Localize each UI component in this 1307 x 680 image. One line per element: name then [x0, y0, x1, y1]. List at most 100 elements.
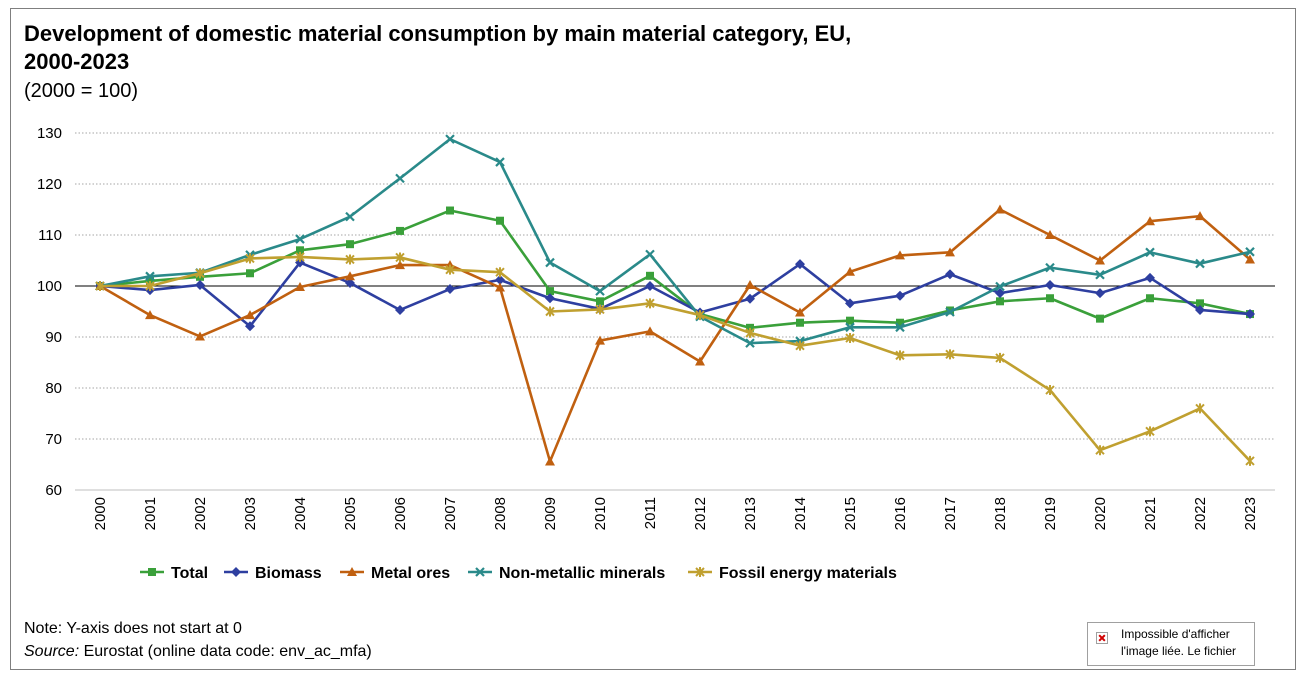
- broken-image-icon: [1096, 632, 1108, 644]
- point-biomass-2007: [445, 284, 455, 295]
- point-non-metallic-minerals-2001: [145, 271, 155, 282]
- point-fossil-energy-materials-2009: [545, 306, 555, 317]
- chart-title-line-1: Development of domestic material consump…: [24, 21, 852, 46]
- point-total-2010: [596, 297, 604, 306]
- series-line-total: [99, 209, 1251, 330]
- x-tick-label: 2014: [792, 497, 809, 530]
- point-biomass-2006: [395, 304, 405, 315]
- source-label: Source:: [24, 643, 80, 660]
- point-metal-ores-2022: [1195, 211, 1205, 221]
- point-biomass-2002: [195, 279, 205, 290]
- point-non-metallic-minerals-2009: [545, 257, 555, 268]
- point-metal-ores-2019: [1045, 230, 1055, 239]
- point-biomass-2023: [1245, 309, 1255, 320]
- y-tick-label: 60: [45, 482, 62, 499]
- series-line-biomass: [99, 261, 1251, 328]
- point-fossil-energy-materials-2003: [245, 253, 255, 264]
- series-total: [96, 206, 1254, 332]
- point-metal-ores-2017: [945, 247, 955, 257]
- point-total-2019: [1046, 294, 1054, 303]
- chart-note: Note: Y-axis does not start at 0: [24, 620, 242, 637]
- point-fossil-energy-materials-2002: [195, 268, 205, 279]
- x-tick-label: 2002: [192, 497, 209, 530]
- point-biomass-2011: [645, 281, 655, 291]
- legend-marker-metal-ores: [347, 567, 357, 576]
- x-tick-label: 2019: [1042, 497, 1059, 530]
- series-metal-ores: [95, 204, 1255, 466]
- legend-item-total: Total: [140, 565, 208, 582]
- point-fossil-energy-materials-2023: [1245, 455, 1255, 466]
- legend-label-non-metallic-minerals: Non-metallic minerals: [499, 565, 665, 582]
- point-non-metallic-minerals-2020: [1095, 270, 1105, 280]
- point-non-metallic-minerals-2005: [345, 211, 355, 222]
- point-metal-ores-2008: [495, 282, 505, 292]
- x-tick-label: 2012: [692, 497, 709, 530]
- point-fossil-energy-materials-2022: [1195, 403, 1205, 414]
- point-total-2020: [1096, 314, 1104, 323]
- point-total-2001: [146, 276, 154, 285]
- point-metal-ores-2015: [845, 266, 855, 276]
- x-tick-label: 2005: [342, 497, 359, 530]
- point-fossil-energy-materials-2016: [895, 350, 905, 361]
- legend-label-fossil-energy-materials: Fossil energy materials: [719, 565, 897, 582]
- chart-frame: [10, 8, 1296, 670]
- point-total-2003: [246, 269, 254, 278]
- legend-marker-fossil-energy-materials: [695, 567, 705, 577]
- point-metal-ores-2023: [1245, 254, 1255, 264]
- point-non-metallic-minerals-2023: [1245, 247, 1255, 257]
- point-metal-ores-2003: [245, 310, 255, 320]
- point-biomass-2022: [1195, 304, 1205, 315]
- point-non-metallic-minerals-2010: [595, 286, 605, 296]
- chart-title-line-2: 2000-2023: [24, 49, 130, 74]
- point-total-2014: [796, 318, 804, 327]
- point-non-metallic-minerals-2013: [745, 338, 755, 348]
- x-tick-label: 2017: [942, 497, 959, 530]
- point-fossil-energy-materials-2005: [345, 254, 355, 265]
- point-metal-ores-2002: [195, 331, 205, 341]
- point-metal-ores-2004: [295, 282, 305, 292]
- x-tick-label: 2001: [142, 497, 159, 530]
- point-biomass-2005: [345, 277, 355, 288]
- point-fossil-energy-materials-2017: [945, 349, 955, 360]
- point-non-metallic-minerals-2018: [995, 281, 1005, 292]
- point-fossil-energy-materials-2008: [495, 267, 505, 278]
- x-tick-label: 2016: [892, 497, 909, 530]
- point-total-2007: [446, 206, 454, 215]
- x-tick-label: 2004: [292, 497, 309, 530]
- x-tick-label: 2011: [642, 497, 659, 529]
- series-line-fossil-energy-materials: [100, 255, 1251, 462]
- x-tick-label: 2008: [492, 497, 509, 530]
- point-metal-ores-2009: [545, 456, 555, 466]
- legend-item-non-metallic-minerals: Non-metallic minerals: [468, 565, 665, 582]
- chart-subtitle: (2000 = 100): [24, 80, 138, 102]
- point-metal-ores-2013: [745, 279, 755, 289]
- point-total-2015: [846, 316, 854, 325]
- point-non-metallic-minerals-2016: [895, 322, 905, 333]
- point-non-metallic-minerals-2017: [945, 307, 955, 317]
- point-biomass-2015: [845, 298, 855, 309]
- y-tick-label: 100: [37, 278, 62, 295]
- legend-label-metal-ores: Metal ores: [371, 565, 450, 582]
- point-metal-ores-2014: [795, 307, 805, 317]
- y-axis-tick-labels: 60 70 80 90 100 110 120 130: [37, 125, 62, 499]
- chart-source: Source: Eurostat (online data code: env_…: [24, 643, 372, 661]
- x-tick-label: 2023: [1242, 497, 1259, 530]
- point-biomass-2021: [1145, 272, 1155, 283]
- x-tick-label: 2010: [592, 497, 609, 530]
- point-fossil-energy-materials-2021: [1145, 426, 1155, 437]
- legend-item-biomass: Biomass: [224, 565, 322, 582]
- y-tick-label: 90: [45, 329, 62, 346]
- point-total-2004: [296, 246, 304, 255]
- point-metal-ores-2016: [895, 250, 905, 260]
- legend: Total Biomass Metal ores Non-metallic miner…: [140, 565, 897, 582]
- legend-label-total: Total: [171, 565, 208, 582]
- point-fossil-energy-materials-2004: [295, 251, 305, 262]
- point-total-2013: [746, 323, 754, 332]
- point-non-metallic-minerals-2021: [1145, 247, 1155, 258]
- point-non-metallic-minerals-2004: [295, 234, 305, 244]
- x-tick-label: 2022: [1192, 497, 1209, 530]
- point-total-2011: [646, 271, 654, 280]
- series-non-metallic-minerals: [95, 134, 1255, 348]
- y-tick-label: 70: [45, 431, 62, 448]
- series-line-metal-ores: [99, 208, 1251, 463]
